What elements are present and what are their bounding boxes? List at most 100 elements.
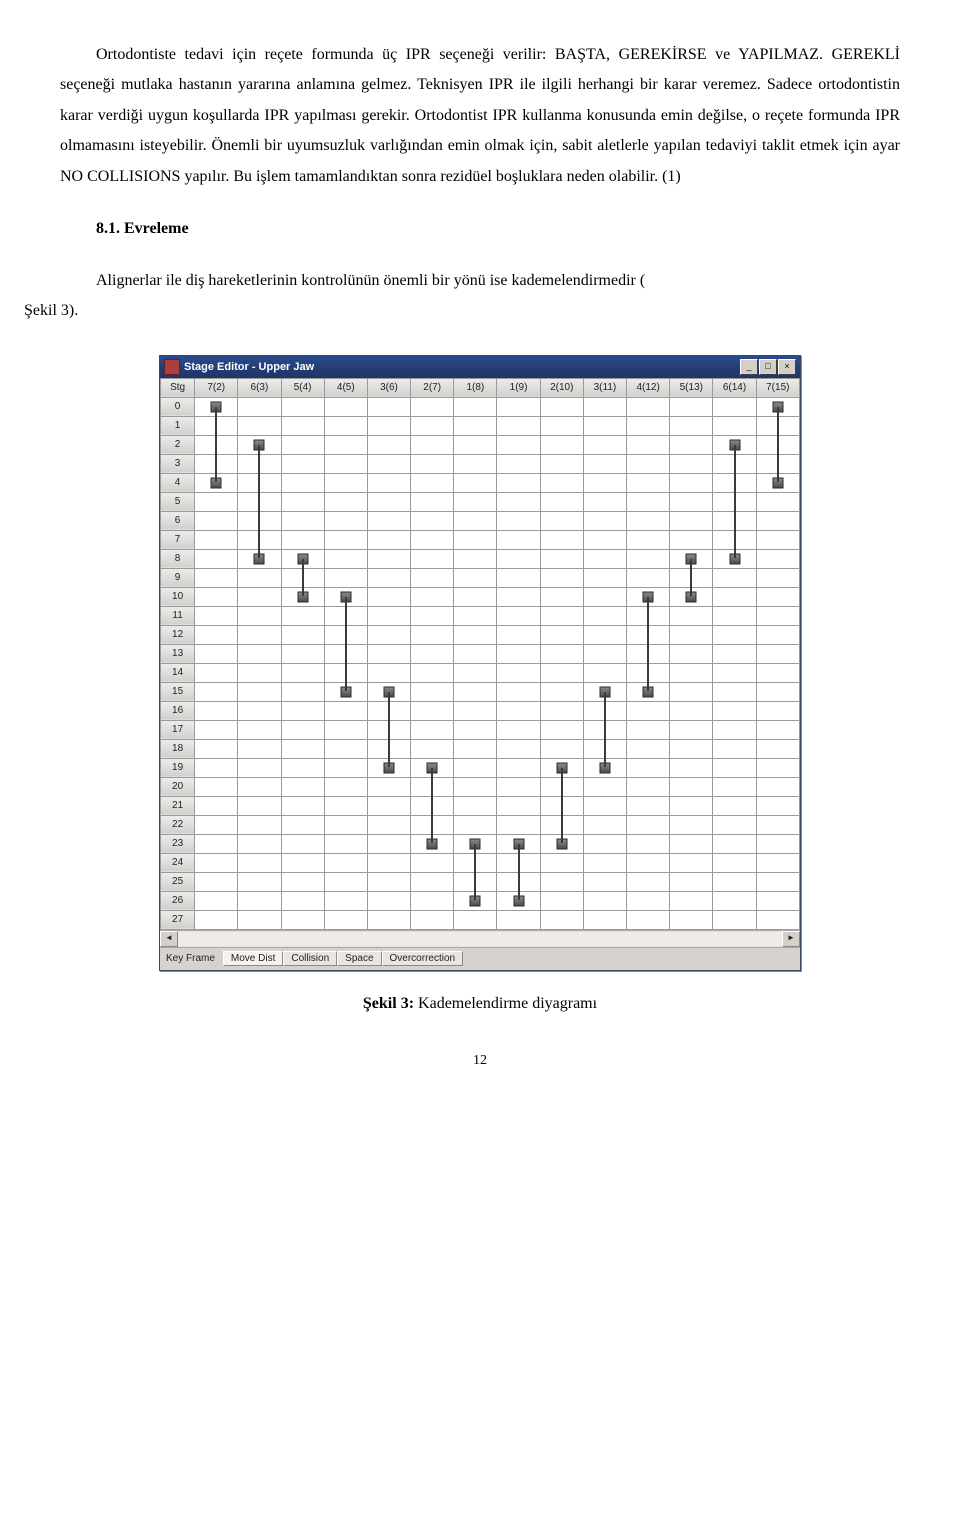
grid-cell[interactable] bbox=[324, 701, 367, 720]
grid-cell[interactable] bbox=[627, 549, 670, 568]
grid-cell[interactable] bbox=[713, 492, 756, 511]
grid-cell[interactable] bbox=[540, 682, 583, 701]
grid-cell[interactable] bbox=[713, 815, 756, 834]
grid-cell[interactable] bbox=[238, 606, 281, 625]
grid-cell[interactable] bbox=[411, 796, 454, 815]
grid-cell[interactable] bbox=[540, 587, 583, 606]
grid-cell[interactable] bbox=[670, 891, 713, 910]
grid-cell[interactable] bbox=[583, 625, 626, 644]
grid-cell[interactable] bbox=[627, 625, 670, 644]
grid-cell[interactable] bbox=[497, 758, 540, 777]
column-header[interactable]: 3(6) bbox=[367, 378, 410, 397]
grid-cell[interactable] bbox=[367, 834, 410, 853]
grid-cell[interactable] bbox=[627, 777, 670, 796]
grid-cell[interactable] bbox=[195, 910, 238, 929]
grid-cell[interactable] bbox=[713, 720, 756, 739]
grid-cell[interactable] bbox=[670, 416, 713, 435]
grid-cell[interactable] bbox=[281, 815, 324, 834]
grid-cell[interactable] bbox=[324, 663, 367, 682]
scroll-left-button[interactable]: ◄ bbox=[160, 931, 178, 947]
grid-cell[interactable] bbox=[756, 397, 799, 416]
grid-cell[interactable] bbox=[195, 473, 238, 492]
grid-cell[interactable] bbox=[324, 910, 367, 929]
grid-cell[interactable] bbox=[454, 720, 497, 739]
grid-cell[interactable] bbox=[583, 454, 626, 473]
grid-cell[interactable] bbox=[756, 872, 799, 891]
grid-cell[interactable] bbox=[756, 796, 799, 815]
scroll-track[interactable] bbox=[178, 932, 782, 946]
grid-cell[interactable] bbox=[540, 606, 583, 625]
grid-cell[interactable] bbox=[497, 568, 540, 587]
grid-cell[interactable] bbox=[281, 587, 324, 606]
grid-cell[interactable] bbox=[497, 701, 540, 720]
grid-cell[interactable] bbox=[540, 473, 583, 492]
grid-cell[interactable] bbox=[540, 397, 583, 416]
grid-cell[interactable] bbox=[497, 891, 540, 910]
grid-cell[interactable] bbox=[454, 473, 497, 492]
stage-row-header[interactable]: 1 bbox=[161, 416, 195, 435]
grid-cell[interactable] bbox=[670, 815, 713, 834]
grid-cell[interactable] bbox=[367, 568, 410, 587]
grid-cell[interactable] bbox=[238, 587, 281, 606]
stage-row-header[interactable]: 26 bbox=[161, 891, 195, 910]
grid-cell[interactable] bbox=[627, 758, 670, 777]
grid-cell[interactable] bbox=[713, 644, 756, 663]
stage-row-header[interactable]: 18 bbox=[161, 739, 195, 758]
grid-cell[interactable] bbox=[367, 777, 410, 796]
close-button[interactable]: × bbox=[778, 359, 796, 375]
grid-cell[interactable] bbox=[367, 891, 410, 910]
grid-cell[interactable] bbox=[454, 435, 497, 454]
grid-cell[interactable] bbox=[756, 454, 799, 473]
grid-cell[interactable] bbox=[756, 777, 799, 796]
grid-cell[interactable] bbox=[583, 416, 626, 435]
grid-cell[interactable] bbox=[411, 511, 454, 530]
grid-cell[interactable] bbox=[540, 530, 583, 549]
grid-cell[interactable] bbox=[497, 397, 540, 416]
grid-cell[interactable] bbox=[238, 473, 281, 492]
grid-cell[interactable] bbox=[497, 739, 540, 758]
grid-cell[interactable] bbox=[670, 625, 713, 644]
grid-cell[interactable] bbox=[411, 625, 454, 644]
grid-cell[interactable] bbox=[195, 625, 238, 644]
stage-row-header[interactable]: 2 bbox=[161, 435, 195, 454]
grid-cell[interactable] bbox=[540, 758, 583, 777]
stage-row-header[interactable]: 19 bbox=[161, 758, 195, 777]
grid-cell[interactable] bbox=[238, 492, 281, 511]
grid-cell[interactable] bbox=[713, 530, 756, 549]
grid-cell[interactable] bbox=[195, 511, 238, 530]
grid-cell[interactable] bbox=[454, 853, 497, 872]
grid-cell[interactable] bbox=[367, 739, 410, 758]
grid-cell[interactable] bbox=[367, 511, 410, 530]
grid-cell[interactable] bbox=[756, 530, 799, 549]
grid-cell[interactable] bbox=[454, 625, 497, 644]
grid-cell[interactable] bbox=[583, 834, 626, 853]
grid-cell[interactable] bbox=[367, 872, 410, 891]
grid-cell[interactable] bbox=[670, 853, 713, 872]
grid-cell[interactable] bbox=[497, 720, 540, 739]
grid-cell[interactable] bbox=[713, 872, 756, 891]
grid-cell[interactable] bbox=[411, 682, 454, 701]
grid-cell[interactable] bbox=[281, 511, 324, 530]
grid-cell[interactable] bbox=[627, 910, 670, 929]
grid-cell[interactable] bbox=[238, 568, 281, 587]
grid-cell[interactable] bbox=[367, 910, 410, 929]
stage-row-header[interactable]: 17 bbox=[161, 720, 195, 739]
grid-cell[interactable] bbox=[281, 530, 324, 549]
grid-cell[interactable] bbox=[497, 834, 540, 853]
grid-cell[interactable] bbox=[281, 891, 324, 910]
grid-cell[interactable] bbox=[713, 473, 756, 492]
grid-cell[interactable] bbox=[411, 530, 454, 549]
grid-cell[interactable] bbox=[583, 492, 626, 511]
stage-row-header[interactable]: 8 bbox=[161, 549, 195, 568]
grid-cell[interactable] bbox=[540, 416, 583, 435]
grid-cell[interactable] bbox=[367, 416, 410, 435]
grid-cell[interactable] bbox=[367, 625, 410, 644]
grid-cell[interactable] bbox=[454, 511, 497, 530]
grid-cell[interactable] bbox=[713, 682, 756, 701]
grid-cell[interactable] bbox=[756, 891, 799, 910]
grid-cell[interactable] bbox=[540, 739, 583, 758]
stage-row-header[interactable]: 10 bbox=[161, 587, 195, 606]
grid-cell[interactable] bbox=[670, 454, 713, 473]
grid-cell[interactable] bbox=[238, 682, 281, 701]
grid-cell[interactable] bbox=[454, 777, 497, 796]
